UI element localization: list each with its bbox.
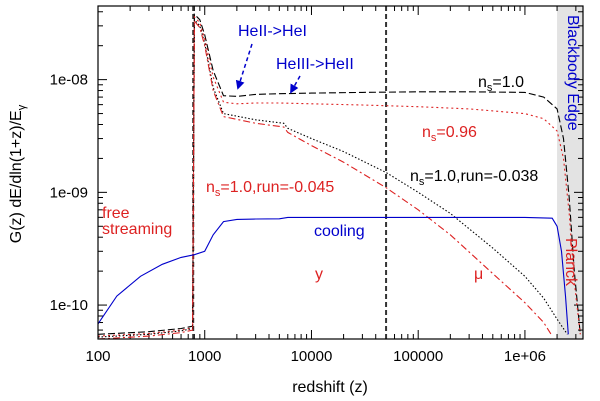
series-line-4: [97, 216, 569, 335]
annotation-heii-hei: HeII->HeI: [238, 23, 307, 40]
arrow-heii-hei: [235, 43, 253, 90]
x-tick-label: 1e+06: [504, 348, 546, 365]
plot-frame: [97, 5, 584, 340]
annotation-streaming: streaming: [102, 221, 172, 238]
y-tick-label: 1e-08: [50, 72, 88, 89]
label-run045: ns=1.0,run=-0.045: [206, 179, 334, 199]
annotation-y: y: [315, 266, 323, 283]
series-line-1: [97, 15, 581, 337]
annotation-planck: Planck: [562, 238, 579, 287]
axis-ticks: 100 1000 10000 100000 1e+06 1e-10 1e-09 1e-08: [50, 6, 583, 365]
blackbody-shaded-region: [557, 6, 583, 339]
label-run038: ns=1.0,run=-0.038: [410, 168, 538, 188]
arrow-heiii-heii: [290, 75, 301, 94]
y-tick-label: 1e-09: [50, 184, 88, 201]
x-tick-label: 100: [85, 348, 110, 365]
annotation-cooling: cooling: [314, 223, 365, 240]
x-tick-label: 1000: [188, 348, 221, 365]
annotation-heiii-heii: HeIII->HeII: [276, 56, 354, 73]
annotation-free: free: [102, 205, 130, 222]
y-axis-title: G(z) dE/dln(1+z)/Eγ: [8, 104, 28, 243]
x-axis-title: redshift (z): [292, 379, 368, 396]
x-tick-label: 10000: [291, 348, 333, 365]
annotation-blackbody-edge: Blackbody Edge: [564, 15, 581, 131]
label-ns10: ns=1.0: [478, 74, 524, 94]
series-line-3: [97, 19, 553, 340]
annotation-mu: μ: [474, 266, 483, 283]
annotations: HeII->HeI HeIII->HeII ns=1.0 ns=0.96 ns=…: [102, 15, 581, 287]
y-tick-label: 1e-10: [50, 297, 88, 314]
series-group: [97, 12, 581, 340]
x-tick-label: 100000: [393, 348, 443, 365]
label-ns096: ns=0.96: [422, 124, 477, 144]
